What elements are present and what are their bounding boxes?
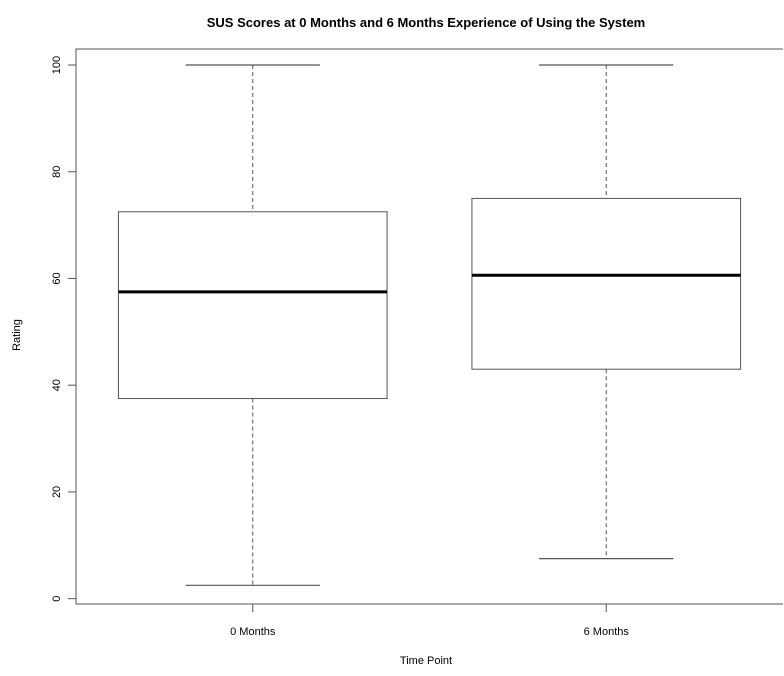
- box-6-months: [471, 197, 742, 370]
- box-0-months: [117, 211, 388, 400]
- x-tick-label-6-months: 6 Months: [584, 626, 630, 638]
- x-axis-label: Time Point: [400, 655, 452, 667]
- y-axis-label: Rating: [11, 319, 23, 351]
- y-tick-label-80: 80: [51, 166, 63, 178]
- y-tick-label-40: 40: [51, 379, 63, 391]
- y-tick-label-60: 60: [51, 272, 63, 284]
- y-tick-label-0: 0: [51, 596, 63, 602]
- chart-title: SUS Scores at 0 Months and 6 Months Expe…: [207, 15, 646, 30]
- plot-area: 0 20 40 60 80 100 0 Months 6 Months: [51, 48, 783, 638]
- y-tick-label-100: 100: [51, 56, 63, 74]
- y-tick-label-20: 20: [51, 486, 63, 498]
- plot-frame: [75, 48, 783, 605]
- x-tick-label-0-months: 0 Months: [230, 626, 276, 638]
